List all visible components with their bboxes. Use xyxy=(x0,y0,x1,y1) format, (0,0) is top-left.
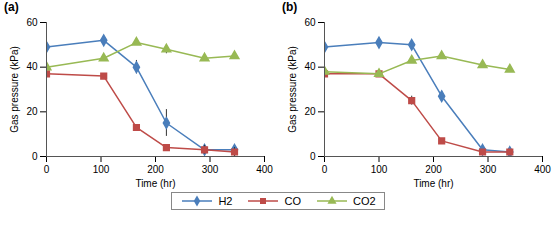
svg-text:400: 400 xyxy=(256,164,273,175)
svg-text:400: 400 xyxy=(534,164,551,175)
svg-text:Gas pressure (kPa): Gas pressure (kPa) xyxy=(9,46,20,133)
html-text:(a): (a) xyxy=(4,0,19,14)
html-text:CO: CO xyxy=(284,195,301,207)
svg-text:100: 100 xyxy=(371,164,388,175)
svg-text:Time (hr): Time (hr) xyxy=(135,178,175,189)
html-text:(b): (b) xyxy=(282,0,298,14)
svg-text:20: 20 xyxy=(26,106,38,117)
svg-text:40: 40 xyxy=(26,61,38,72)
svg-text:0: 0 xyxy=(44,164,50,175)
svg-text:Time (hr): Time (hr) xyxy=(413,178,453,189)
html-text:CO2: CO2 xyxy=(353,195,376,207)
svg-text:0: 0 xyxy=(310,151,316,162)
html-text:H2: H2 xyxy=(218,195,233,207)
svg-text:40: 40 xyxy=(304,61,316,72)
svg-text:300: 300 xyxy=(202,164,219,175)
svg-text:0: 0 xyxy=(32,151,38,162)
svg-text:200: 200 xyxy=(147,164,164,175)
svg-text:100: 100 xyxy=(93,164,110,175)
svg-text:60: 60 xyxy=(26,17,38,28)
svg-text:20: 20 xyxy=(304,106,316,117)
svg-text:0: 0 xyxy=(322,164,328,175)
svg-text:200: 200 xyxy=(425,164,442,175)
svg-text:60: 60 xyxy=(304,17,316,28)
svg-text:Gas pressure (kPa): Gas pressure (kPa) xyxy=(287,46,298,133)
svg-text:300: 300 xyxy=(480,164,497,175)
